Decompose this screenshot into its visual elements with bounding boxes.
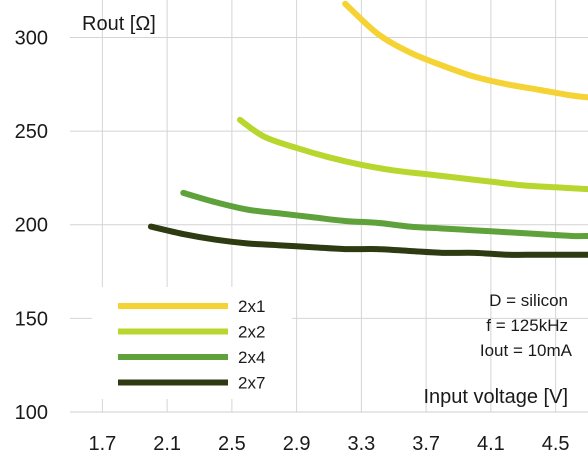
series-line-2x1	[342, 0, 588, 101]
legend-label-2x1: 2x1	[238, 297, 265, 316]
x-tick-label: 4.5	[542, 433, 570, 455]
x-tick-label: 3.3	[347, 433, 375, 455]
x-axis-title: Input voltage [V]	[423, 386, 568, 408]
y-tick-label: 300	[15, 27, 48, 49]
grid	[70, 0, 588, 413]
series-line-2x7	[147, 223, 588, 258]
y-tick-label: 150	[15, 308, 48, 330]
y-tick-label: 100	[15, 402, 48, 424]
series-line-2x2	[236, 116, 588, 193]
legend: 2x1 2x2 2x4 2x7	[92, 287, 292, 399]
y-tick-label: 200	[15, 215, 48, 237]
x-tick-label: 2.9	[283, 433, 311, 455]
y-tick-label: 250	[15, 121, 48, 143]
series-line-2x4	[180, 189, 588, 240]
x-tick-label: 4.1	[477, 433, 505, 455]
legend-label-2x2: 2x2	[238, 323, 265, 342]
annotation-diode: D = silicon	[489, 291, 568, 310]
tick-labels: 1.7 2.1 2.5 2.9 3.3 3.7 4.1 4.5 100 150 200 250 300	[15, 27, 570, 455]
x-tick-label: 1.7	[88, 433, 116, 455]
annotation-block: D = silicon f = 125kHz Iout = 10mA	[480, 291, 573, 360]
annotation-frequency: f = 125kHz	[486, 316, 568, 335]
x-tick-label: 3.7	[412, 433, 440, 455]
y-axis-title: Rout [Ω]	[82, 13, 156, 35]
series-lines	[147, 0, 588, 258]
x-tick-label: 2.1	[153, 433, 181, 455]
legend-label-2x4: 2x4	[238, 348, 265, 367]
legend-label-2x7: 2x7	[238, 374, 265, 393]
x-tick-label: 2.5	[218, 433, 246, 455]
annotation-current: Iout = 10mA	[480, 341, 573, 360]
